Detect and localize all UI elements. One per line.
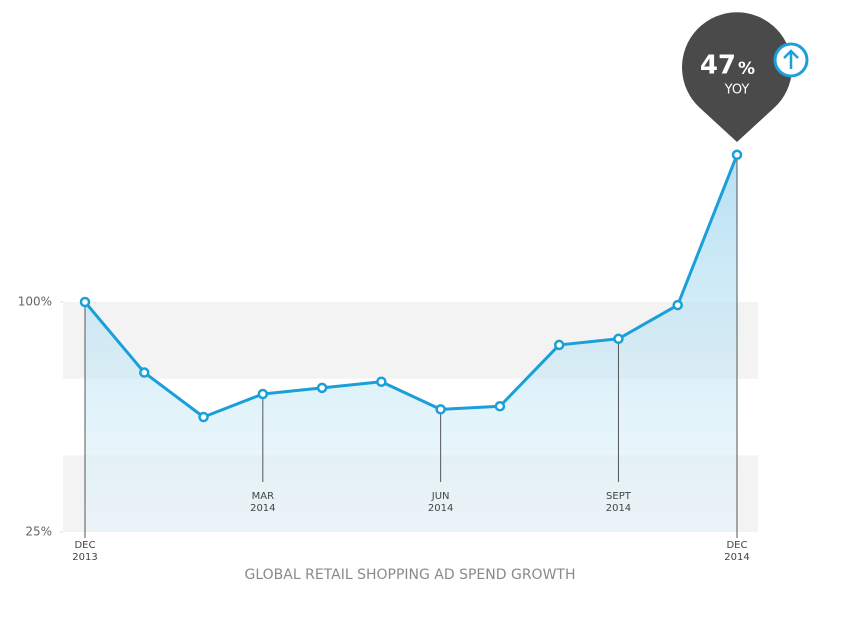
point xyxy=(257,388,269,400)
x-tick-label: DEC xyxy=(726,540,747,551)
callout-unit: % xyxy=(738,59,755,79)
x-tick-label: JUN xyxy=(431,491,450,502)
point xyxy=(435,404,446,415)
chart-title: GLOBAL RETAIL SHOPPING AD SPEND GROWTH xyxy=(244,567,575,583)
plot: 100%25%DEC2013MAR2014JUN2014SEPT2014DEC2… xyxy=(18,149,750,563)
x-tick-label: 2014 xyxy=(250,503,275,514)
x-tick-label: DEC xyxy=(74,540,95,551)
x-tick-label: 2014 xyxy=(428,503,453,514)
line xyxy=(83,154,739,419)
callout-value: 47 xyxy=(700,51,736,81)
point xyxy=(198,411,209,423)
up-arrow xyxy=(783,49,799,69)
x-tick-label: SEPT xyxy=(606,491,632,502)
area xyxy=(85,154,737,533)
point xyxy=(376,376,387,387)
y-tick-label: 100% xyxy=(18,295,52,309)
x-tick-label: MAR xyxy=(252,491,274,502)
point xyxy=(139,367,150,378)
callout-text: YOY xyxy=(724,83,750,98)
point xyxy=(494,401,506,412)
point xyxy=(672,299,683,311)
y-tick-label: 25% xyxy=(25,525,52,539)
callout: 47 % YOY xyxy=(682,12,809,142)
point xyxy=(316,382,328,394)
point xyxy=(613,333,624,345)
point xyxy=(553,339,565,351)
x-tick-label: 2014 xyxy=(724,552,749,563)
x-tick-label: 2013 xyxy=(72,552,97,563)
x-tick-label: 2014 xyxy=(606,503,631,514)
point xyxy=(731,149,743,161)
point xyxy=(79,296,91,308)
callout-pin xyxy=(682,12,792,142)
